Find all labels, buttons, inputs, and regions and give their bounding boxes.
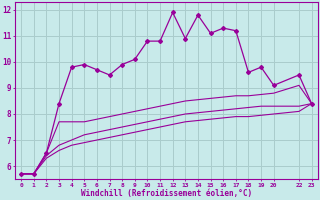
X-axis label: Windchill (Refroidissement éolien,°C): Windchill (Refroidissement éolien,°C) xyxy=(81,189,252,198)
